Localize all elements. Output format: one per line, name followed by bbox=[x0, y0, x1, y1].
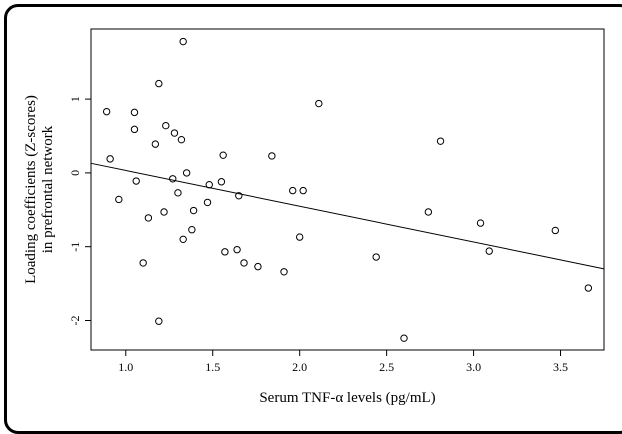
data-point bbox=[102, 107, 111, 116]
x-tick-label: 2.5 bbox=[379, 360, 394, 374]
data-point bbox=[485, 247, 493, 255]
y-tick-label: -2 bbox=[68, 315, 82, 325]
x-tick-label: 1.5 bbox=[205, 360, 220, 374]
x-axis: 1.0 1.5 2.0 2.5 3.0 3.5 bbox=[118, 350, 568, 374]
data-point bbox=[476, 219, 485, 227]
y-axis: -2 -1 0 1 bbox=[68, 96, 91, 325]
x-axis-label: Serum TNF-α levels (pg/mL) bbox=[259, 390, 435, 406]
data-point bbox=[169, 175, 177, 183]
x-tick-label: 3.5 bbox=[553, 360, 568, 374]
data-point bbox=[162, 121, 170, 130]
y-tick-label: -1 bbox=[68, 242, 82, 252]
data-point bbox=[217, 178, 226, 186]
data-point bbox=[254, 262, 262, 271]
x-tick-label: 3.0 bbox=[466, 360, 481, 374]
data-point bbox=[315, 99, 323, 108]
data-point bbox=[289, 186, 297, 195]
data-point bbox=[188, 226, 196, 234]
scatter-chart: 1.0 1.5 2.0 2.5 3.0 3.5 -2 -1 0 1 Serum TNF-α le… bbox=[23, 28, 605, 406]
data-point bbox=[139, 259, 147, 267]
y-tick-label: 1 bbox=[68, 96, 82, 102]
data-point bbox=[205, 181, 213, 189]
data-point bbox=[219, 151, 227, 159]
data-point bbox=[424, 208, 433, 216]
data-point bbox=[295, 233, 304, 241]
data-point bbox=[551, 226, 560, 235]
data-point bbox=[280, 268, 288, 276]
data-point bbox=[170, 129, 179, 137]
data-point bbox=[233, 245, 241, 254]
data-point bbox=[160, 208, 168, 216]
data-point bbox=[179, 37, 187, 46]
y-axis-label-line-1: Loading coefficients (Z-scores) bbox=[23, 95, 39, 284]
data-point bbox=[436, 137, 445, 145]
plot-area bbox=[90, 28, 605, 351]
data-point bbox=[268, 152, 276, 160]
data-point bbox=[130, 108, 139, 117]
data-point bbox=[106, 155, 114, 163]
data-point bbox=[151, 140, 160, 148]
data-point bbox=[203, 198, 212, 207]
y-axis-label-line-2: in prefrontal network bbox=[40, 125, 56, 253]
regression-line bbox=[90, 162, 605, 270]
data-point bbox=[155, 317, 163, 325]
data-point bbox=[400, 334, 408, 342]
data-point bbox=[584, 284, 593, 292]
data-point bbox=[235, 192, 243, 200]
data-point bbox=[132, 177, 140, 185]
data-point bbox=[221, 248, 229, 256]
data-points bbox=[102, 37, 593, 342]
y-tick-label: 0 bbox=[68, 170, 82, 176]
data-point bbox=[130, 125, 139, 134]
data-point bbox=[182, 169, 191, 177]
data-point bbox=[115, 195, 123, 204]
x-tick-label: 2.0 bbox=[292, 360, 307, 374]
data-point bbox=[174, 189, 182, 197]
data-point bbox=[189, 206, 198, 215]
x-tick-label: 1.0 bbox=[118, 360, 133, 374]
data-point bbox=[177, 135, 186, 144]
data-point bbox=[155, 79, 163, 88]
data-point bbox=[372, 253, 380, 261]
data-point bbox=[144, 214, 153, 222]
data-point bbox=[179, 235, 187, 244]
data-point bbox=[299, 186, 307, 195]
data-point bbox=[240, 259, 248, 267]
